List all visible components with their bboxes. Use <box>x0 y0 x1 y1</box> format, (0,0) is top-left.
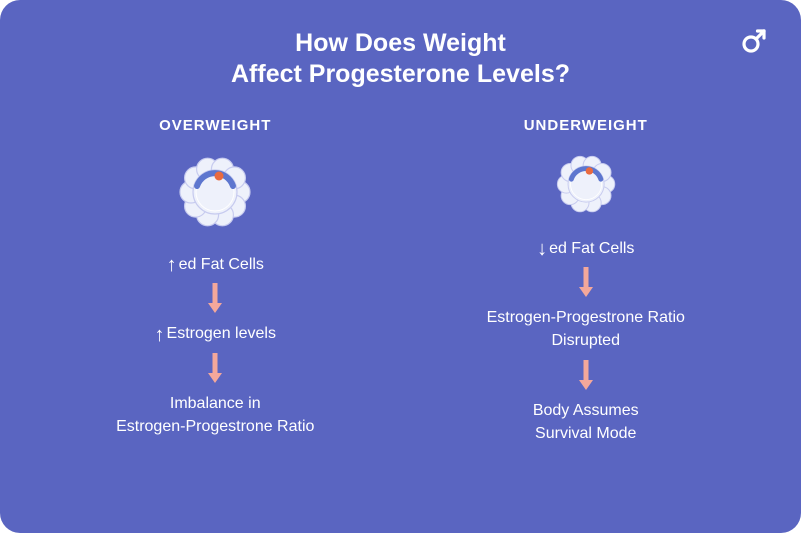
underweight-heading: UNDERWEIGHT <box>524 117 648 134</box>
column-overweight: OVERWEIGHT ↑ ed Fat Cells ↑ Estrogen lev… <box>40 117 391 504</box>
page-title: How Does Weight Affect Progesterone Leve… <box>40 28 761 91</box>
step-text: Estrogen levels <box>167 324 276 345</box>
flow-arrow-icon <box>579 360 593 395</box>
step-text: Disrupted <box>552 331 620 352</box>
fat-cell-icon <box>171 148 259 241</box>
flow-arrow-icon <box>579 267 593 302</box>
brand-logo-icon <box>739 28 767 61</box>
down-arrow-icon: ↓ <box>537 239 547 259</box>
column-underweight: UNDERWEIGHT ↓ ed Fat Cells Estrogen-Prog… <box>411 117 762 504</box>
flow-arrow-icon <box>208 283 222 318</box>
fat-cell-icon <box>550 148 622 225</box>
overweight-step-1: ↑ ed Fat Cells <box>167 255 264 276</box>
step-text: Imbalance in <box>170 394 261 415</box>
step-text: Estrogen-Progestrone Ratio <box>116 417 314 438</box>
overweight-step-3: Imbalance in Estrogen-Progestrone Ratio <box>116 394 314 438</box>
step-text: Survival Mode <box>535 424 636 445</box>
step-text: Body Assumes <box>533 401 639 422</box>
underweight-step-2: Estrogen-Progestrone Ratio Disrupted <box>487 308 685 352</box>
overweight-step-2: ↑ Estrogen levels <box>155 324 276 345</box>
step-text: ed Fat Cells <box>549 239 634 260</box>
underweight-step-3: Body Assumes Survival Mode <box>533 401 639 445</box>
title-line-1: How Does Weight <box>295 29 506 57</box>
up-arrow-icon: ↑ <box>167 255 177 275</box>
infographic-card: How Does Weight Affect Progesterone Leve… <box>0 0 801 533</box>
up-arrow-icon: ↑ <box>155 325 165 345</box>
flow-arrow-icon <box>208 353 222 388</box>
step-text: Estrogen-Progestrone Ratio <box>487 308 685 329</box>
columns-container: OVERWEIGHT ↑ ed Fat Cells ↑ Estrogen lev… <box>40 117 761 504</box>
overweight-heading: OVERWEIGHT <box>159 117 271 134</box>
step-text: ed Fat Cells <box>179 255 264 276</box>
title-line-2: Affect Progesterone Levels? <box>231 60 570 88</box>
underweight-step-1: ↓ ed Fat Cells <box>537 239 634 260</box>
